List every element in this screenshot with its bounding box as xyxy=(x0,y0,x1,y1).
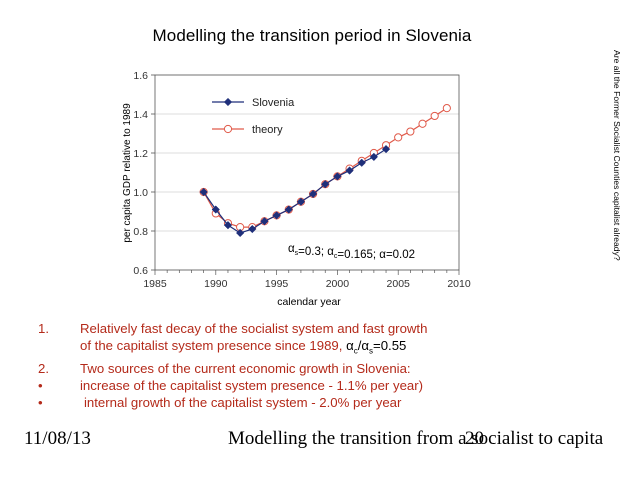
legend-marker xyxy=(223,124,233,134)
y-tick-label: 0.6 xyxy=(133,265,148,277)
legend: Slovenia theory xyxy=(212,97,295,136)
bullet-item: 1. Relatively fast decay of the socialis… xyxy=(38,320,598,337)
data-point xyxy=(211,205,220,214)
data-point xyxy=(284,205,293,214)
data-point xyxy=(260,217,269,226)
data-point xyxy=(308,189,318,199)
x-tick-label: 1985 xyxy=(143,278,167,290)
bullet-item: • increase of the capitalist system pres… xyxy=(38,377,598,394)
series-slovenia xyxy=(199,144,391,238)
gdp-chart: 0.6 0.8 1.0 1.2 1.4 1.6 1985 1990 1995 2000 2005 20… xyxy=(122,70,471,308)
slide-title-text: Modelling the transition period in Slove… xyxy=(152,26,472,45)
bullet-text: increase of the capitalist system presen… xyxy=(80,377,424,393)
page-number: 20 xyxy=(465,428,484,449)
bullet-marker: • xyxy=(38,394,43,410)
y-tick-label: 1.0 xyxy=(133,187,148,199)
footer-title: Modelling the transition from a socialis… xyxy=(228,428,604,449)
legend-marker xyxy=(223,97,233,107)
series-layer xyxy=(199,104,451,238)
x-tick-label: 2000 xyxy=(326,278,350,290)
alpha-ratio: αc/αs=0.55 xyxy=(346,338,407,356)
x-tick-label: 2005 xyxy=(387,278,411,290)
y-tick-label: 0.8 xyxy=(133,226,148,238)
bullet-cont-text: of the capitalist system presence since … xyxy=(80,338,347,353)
data-point xyxy=(357,158,366,167)
axes xyxy=(151,74,460,275)
data-point xyxy=(333,172,342,181)
y-tick-label: 1.4 xyxy=(133,109,148,121)
data-point xyxy=(418,119,427,128)
data-point xyxy=(394,133,403,142)
data-point xyxy=(223,220,233,230)
data-point xyxy=(345,166,354,175)
bullet-text: Relatively fast decay of the socialist s… xyxy=(80,321,428,336)
data-point xyxy=(430,111,439,121)
data-point xyxy=(381,144,391,154)
grid-lines xyxy=(155,74,459,271)
data-point xyxy=(199,187,208,197)
data-point xyxy=(369,152,379,162)
bullet-continuation: of the capitalist system presence since … xyxy=(38,337,598,360)
series-theory xyxy=(199,104,451,232)
bullet-text: Two sources of the current economic grow… xyxy=(80,360,411,376)
tick-labels: 0.6 0.8 1.0 1.2 1.4 1.6 1985 1990 1995 2000 2005 20… xyxy=(133,70,470,290)
series-line xyxy=(203,107,448,228)
slide-title: Modelling the transition period in Slove… xyxy=(0,26,638,46)
legend-label: theory xyxy=(252,124,283,136)
bullet-list: 1. Relatively fast decay of the socialis… xyxy=(38,320,598,411)
data-point xyxy=(296,197,306,206)
x-tick-label: 2010 xyxy=(447,278,471,290)
bullet-item: • internal growth of the capitalist syst… xyxy=(38,394,598,411)
y-tick-label: 1.2 xyxy=(133,148,148,160)
bullet-marker: • xyxy=(38,377,43,393)
bullet-item: 2. Two sources of the current economic g… xyxy=(38,360,598,377)
x-tick-label: 1990 xyxy=(204,278,228,290)
data-point xyxy=(321,180,330,189)
side-note: Are all the Former Socialist Counties ca… xyxy=(612,50,622,261)
chart-annotation: αs=0.3; αc=0.165; α=0.02 xyxy=(288,243,415,261)
y-tick-label: 1.6 xyxy=(133,70,148,82)
y-axis-label: per capita GDP relative to 1989 xyxy=(122,103,133,243)
legend-label: Slovenia xyxy=(252,97,295,109)
x-tick-label: 1995 xyxy=(265,278,289,290)
data-point xyxy=(235,228,245,238)
legend-entry: Slovenia xyxy=(212,97,295,109)
bullet-marker: 1. xyxy=(38,321,49,336)
bullet-marker: 2. xyxy=(38,360,49,376)
data-point xyxy=(248,224,257,234)
data-point xyxy=(406,127,415,136)
bullet-text: internal growth of the capitalist system… xyxy=(84,394,402,410)
plot-frame xyxy=(154,74,460,271)
x-axis-label: calendar year xyxy=(277,296,341,308)
footer-date: 11/08/13 xyxy=(24,428,91,449)
data-point xyxy=(442,104,451,113)
data-point xyxy=(272,211,281,220)
series-line xyxy=(203,148,387,234)
legend-entry: theory xyxy=(212,124,283,136)
